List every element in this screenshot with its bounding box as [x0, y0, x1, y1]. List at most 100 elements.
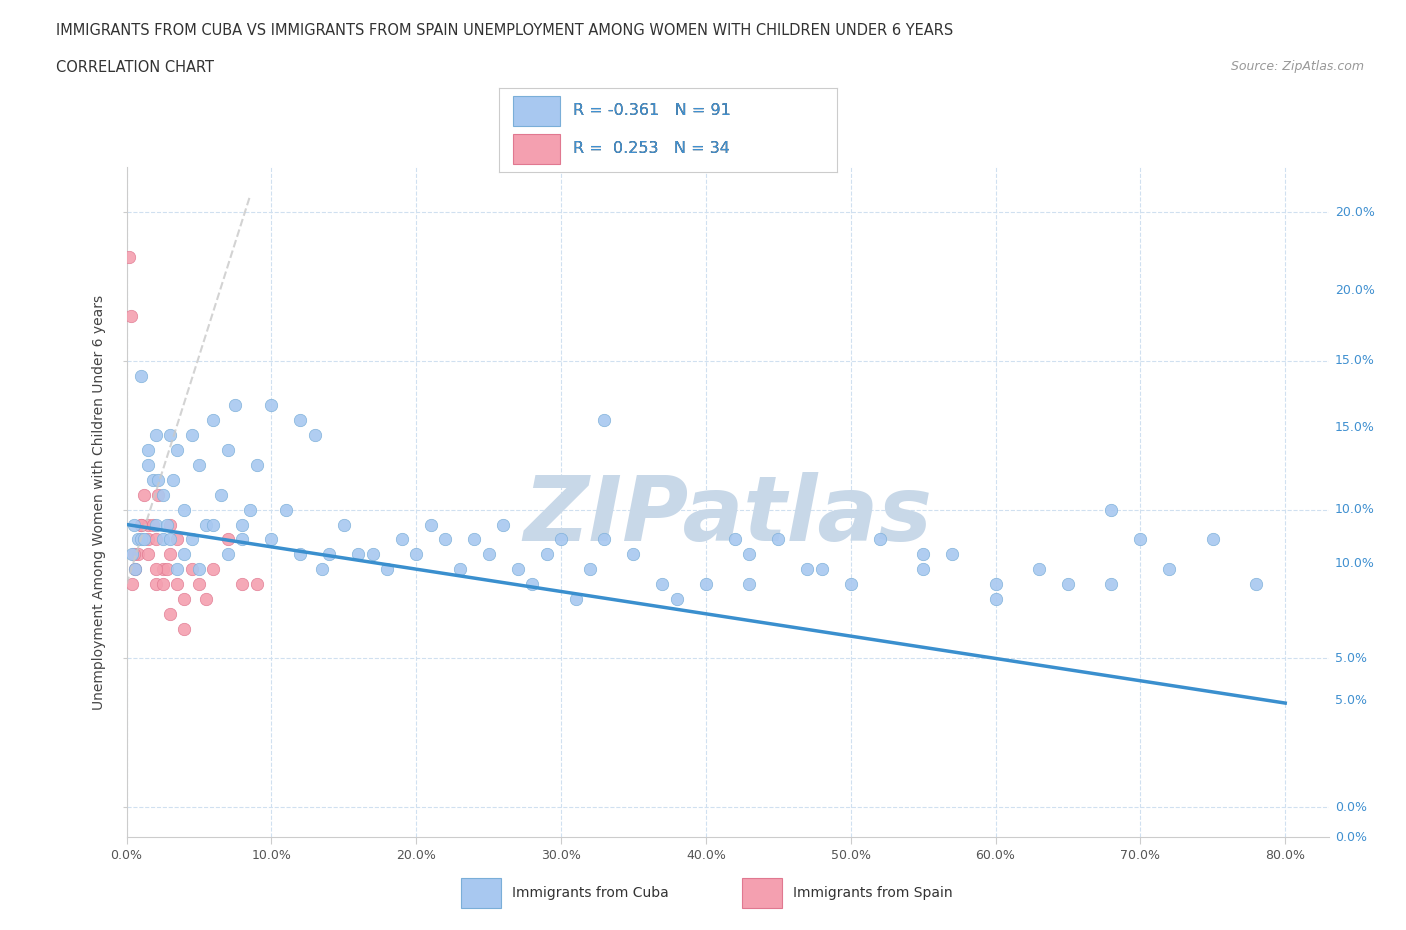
- Point: [124, 562, 146, 577]
- Point: [738, 547, 761, 562]
- Point: [318, 547, 340, 562]
- Point: [912, 547, 935, 562]
- Point: [810, 562, 832, 577]
- Bar: [513, 96, 560, 126]
- Point: [405, 547, 427, 562]
- Point: [941, 547, 963, 562]
- Point: [984, 577, 1007, 591]
- Point: [129, 517, 152, 532]
- Point: [593, 532, 616, 547]
- Point: [506, 562, 529, 577]
- Text: 5.0%: 5.0%: [1334, 652, 1367, 665]
- Point: [159, 532, 181, 547]
- Text: R = -0.361   N = 91: R = -0.361 N = 91: [574, 103, 731, 118]
- Point: [311, 562, 333, 577]
- Point: [136, 517, 159, 532]
- Text: 0.0%: 0.0%: [1334, 830, 1367, 844]
- Point: [492, 517, 515, 532]
- Point: [129, 517, 152, 532]
- Point: [136, 547, 159, 562]
- Point: [434, 532, 457, 547]
- Text: R =  0.253   N = 34: R = 0.253 N = 34: [574, 141, 730, 156]
- Point: [121, 547, 143, 562]
- Point: [231, 532, 253, 547]
- Text: R =  0.253   N = 34: R = 0.253 N = 34: [574, 141, 730, 156]
- Point: [173, 547, 195, 562]
- Point: [188, 562, 211, 577]
- Point: [152, 562, 174, 577]
- Point: [419, 517, 441, 532]
- Point: [1129, 532, 1152, 547]
- Point: [156, 517, 179, 532]
- Point: [231, 577, 253, 591]
- Point: [347, 547, 370, 562]
- Point: [159, 517, 181, 532]
- Point: [1099, 502, 1122, 517]
- Point: [912, 562, 935, 577]
- Point: [127, 532, 149, 547]
- Point: [239, 502, 262, 517]
- Point: [162, 472, 184, 487]
- Text: 0.0%: 0.0%: [1334, 801, 1367, 814]
- Point: [304, 428, 326, 443]
- Point: [152, 487, 174, 502]
- Bar: [461, 878, 501, 908]
- Point: [550, 532, 572, 547]
- Point: [122, 547, 145, 562]
- Point: [166, 532, 188, 547]
- Text: 15.0%: 15.0%: [1334, 354, 1375, 367]
- Point: [129, 368, 152, 383]
- Point: [195, 591, 218, 606]
- Point: [1028, 562, 1050, 577]
- Point: [156, 562, 179, 577]
- Point: [478, 547, 501, 562]
- Bar: [513, 134, 560, 164]
- Point: [195, 517, 218, 532]
- Point: [173, 502, 195, 517]
- Text: 10.0%: 10.0%: [1334, 503, 1375, 516]
- Point: [148, 487, 170, 502]
- Point: [166, 443, 188, 458]
- Text: R = -0.361   N = 91: R = -0.361 N = 91: [574, 103, 731, 118]
- Point: [593, 413, 616, 428]
- Point: [202, 517, 225, 532]
- Point: [1057, 577, 1080, 591]
- Text: 20.0%: 20.0%: [1334, 284, 1375, 297]
- Point: [188, 458, 211, 472]
- Point: [202, 562, 225, 577]
- Point: [796, 562, 818, 577]
- Point: [132, 487, 155, 502]
- Point: [209, 487, 232, 502]
- Point: [166, 577, 188, 591]
- Point: [148, 472, 170, 487]
- Point: [984, 591, 1007, 606]
- Point: [159, 606, 181, 621]
- Point: [1244, 577, 1267, 591]
- Point: [231, 517, 253, 532]
- Point: [651, 577, 673, 591]
- Text: 5.0%: 5.0%: [1334, 694, 1367, 707]
- Point: [391, 532, 413, 547]
- Point: [120, 309, 142, 324]
- Point: [1099, 577, 1122, 591]
- Point: [145, 532, 167, 547]
- Point: [152, 577, 174, 591]
- Point: [136, 458, 159, 472]
- Text: ZIPatlas: ZIPatlas: [523, 472, 932, 560]
- Point: [274, 502, 297, 517]
- Y-axis label: Unemployment Among Women with Children Under 6 years: Unemployment Among Women with Children U…: [93, 295, 107, 710]
- Point: [579, 562, 602, 577]
- Point: [290, 413, 312, 428]
- Point: [145, 562, 167, 577]
- Bar: [742, 878, 782, 908]
- Point: [695, 577, 717, 591]
- Point: [361, 547, 384, 562]
- Point: [520, 577, 543, 591]
- Text: CORRELATION CHART: CORRELATION CHART: [56, 60, 214, 75]
- Point: [118, 249, 141, 264]
- Point: [724, 532, 747, 547]
- Point: [260, 398, 283, 413]
- Point: [145, 577, 167, 591]
- Text: 10.0%: 10.0%: [1334, 557, 1375, 570]
- Point: [869, 532, 891, 547]
